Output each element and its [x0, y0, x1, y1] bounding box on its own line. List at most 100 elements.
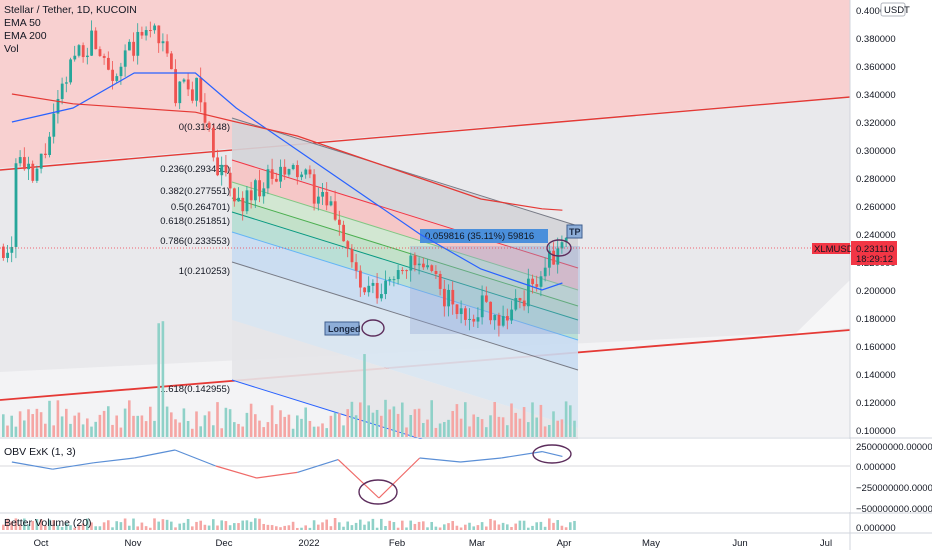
- candle-body: [14, 163, 18, 247]
- better-volume-bar: [56, 524, 60, 530]
- better-volume-bar: [342, 526, 345, 530]
- better-volume-bar: [535, 522, 538, 530]
- better-volume-bar: [182, 522, 186, 530]
- candle-body: [123, 50, 127, 67]
- candle-body: [52, 113, 56, 137]
- candle-body: [430, 265, 434, 271]
- tp-circle: [546, 239, 572, 257]
- fib-channel-band: [232, 232, 578, 370]
- volume-bar: [119, 427, 123, 437]
- fib-level-label: 0.5(0.264701): [171, 202, 230, 213]
- better-volume-bar: [287, 525, 291, 530]
- candle-body: [73, 55, 77, 60]
- better-volume-bar: [6, 518, 9, 530]
- volume-bar: [39, 412, 43, 437]
- candle-body: [480, 295, 484, 318]
- price-axis-bg: [850, 0, 932, 550]
- better-volume-bar: [48, 519, 51, 530]
- candle-body: [149, 30, 152, 32]
- price-tick: 0.240000: [856, 230, 896, 241]
- candle-body: [6, 252, 9, 258]
- obv-segment: [134, 449, 176, 459]
- volume-bar: [346, 409, 349, 437]
- measure-label-bg: [420, 229, 548, 243]
- volume-bar: [6, 425, 9, 437]
- longed-tag: [324, 321, 360, 336]
- candle-body: [522, 300, 526, 307]
- candle-body: [140, 31, 144, 36]
- legend-ema50: EMA 50: [4, 17, 41, 29]
- candle-body: [77, 45, 81, 56]
- candle-body: [237, 197, 240, 202]
- candle-body: [48, 136, 51, 155]
- better-volume-bar: [447, 523, 450, 530]
- better-volume-bar: [300, 527, 303, 530]
- candle-body: [119, 66, 123, 77]
- candle-body: [350, 248, 354, 263]
- better-volume-bar: [476, 525, 480, 530]
- volume-bar: [472, 414, 475, 437]
- volume-bar: [191, 428, 194, 437]
- volume-bar: [2, 414, 5, 437]
- volume-bar: [90, 426, 93, 437]
- candle-body: [266, 169, 270, 189]
- candle-body: [443, 288, 446, 307]
- better-volume-bar: [413, 523, 417, 530]
- volume-bar: [10, 415, 13, 437]
- tp-label: TP: [569, 227, 581, 237]
- price-tick: 0.340000: [856, 90, 896, 101]
- time-tick: Dec: [216, 538, 233, 549]
- better-volume-bar: [258, 518, 261, 530]
- legend-ema200: EMA 200: [4, 30, 47, 42]
- volume-bar: [510, 403, 513, 437]
- volume-pane-title: Better Volume (20): [4, 517, 92, 529]
- better-volume-bar: [10, 521, 13, 530]
- obv-segment: [52, 462, 94, 470]
- candle-body: [207, 122, 211, 128]
- ema200-line: [11, 93, 563, 211]
- volume-bar: [304, 407, 307, 437]
- candle-body: [501, 316, 505, 326]
- better-volume-bar: [245, 520, 249, 530]
- volume-bar: [31, 414, 34, 437]
- volume-bar: [543, 426, 547, 437]
- volume-bar: [56, 400, 60, 437]
- better-volume-bar: [77, 524, 81, 530]
- resistance-zone: [0, 0, 850, 168]
- candle-body: [60, 83, 64, 99]
- candle-body: [287, 169, 291, 175]
- time-tick: Apr: [557, 538, 572, 549]
- better-volume-bar: [191, 526, 194, 530]
- better-volume-bar: [354, 522, 358, 530]
- candle-body: [27, 163, 30, 170]
- candle-body: [107, 57, 110, 70]
- candle-body: [132, 41, 135, 56]
- better-volume-bar: [312, 520, 316, 530]
- better-volume-bar: [371, 518, 375, 530]
- candle-body: [161, 41, 165, 44]
- better-volume-bar: [485, 526, 488, 530]
- better-volume-bar: [388, 520, 391, 530]
- longed-label: Longed: [328, 324, 361, 334]
- time-tick: Jun: [732, 538, 747, 549]
- better-volume-bar: [493, 520, 496, 530]
- better-volume-bar: [18, 524, 22, 530]
- candle-body: [426, 265, 429, 268]
- volume-bar: [354, 415, 358, 437]
- volume-bar: [161, 321, 165, 437]
- candle-body: [468, 318, 471, 320]
- candle-body: [409, 255, 413, 271]
- volume-bar: [333, 412, 337, 437]
- candle-body: [300, 174, 303, 178]
- countdown-label: 18:29:12: [856, 254, 893, 265]
- candle-body: [472, 318, 476, 322]
- better-volume-bar: [346, 521, 349, 530]
- better-volume-bar: [426, 527, 429, 530]
- volume-bar: [405, 427, 408, 437]
- better-volume-bar: [560, 525, 564, 530]
- better-volume-bar: [527, 527, 530, 530]
- candle-body: [384, 280, 387, 295]
- better-volume-bar: [178, 523, 181, 530]
- candle-body: [157, 25, 161, 44]
